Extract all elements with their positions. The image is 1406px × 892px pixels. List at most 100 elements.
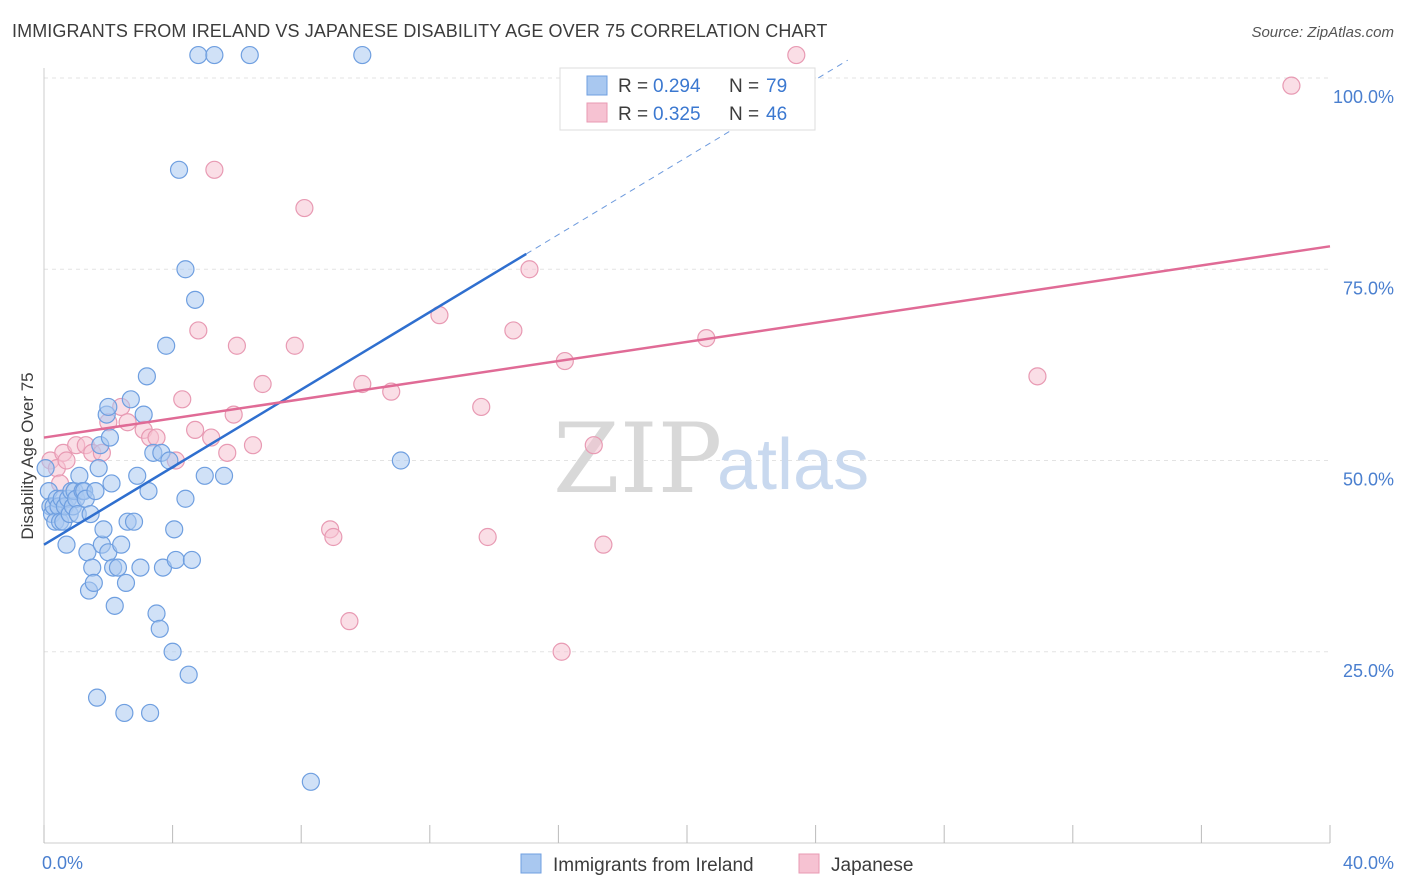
ireland-point-70 (205, 45, 224, 65)
chart-source: Source: ZipAtlas.com (1251, 24, 1394, 41)
ireland-point-30 (87, 688, 107, 707)
watermark-atlas: atlas (717, 425, 869, 505)
y-tick-label-100: 100.0% (1333, 87, 1394, 107)
ireland-point-53 (140, 703, 160, 723)
japanese-point-26 (285, 336, 304, 355)
ireland-point-31 (89, 459, 108, 478)
ireland-point-71 (214, 466, 234, 485)
legend-r-label-ireland: R = (618, 76, 648, 97)
x-tick-label-min: 0.0% (42, 853, 83, 873)
grid-lines (44, 77, 1330, 653)
japanese-point-36 (504, 321, 523, 340)
ireland-point-73 (301, 772, 320, 791)
ireland-point-62 (166, 550, 185, 570)
ireland-trend-line (43, 252, 527, 546)
y-tick-label-25: 25.0% (1343, 661, 1394, 681)
japanese-point-4 (57, 451, 76, 470)
y-tick-label-50: 50.0% (1343, 470, 1394, 490)
japanese-point-45 (1282, 76, 1301, 95)
x-tick-label-max: 40.0% (1343, 853, 1394, 873)
legend-r-value-ireland: 0.294 (653, 76, 701, 97)
ireland-point-59 (157, 336, 176, 355)
legend-r-label-japanese: R = (618, 104, 648, 125)
ireland-point-76 (176, 260, 195, 279)
ireland-point-41 (108, 558, 128, 577)
ireland-point-27 (83, 558, 102, 577)
bottom-legend-swatch-japanese (798, 853, 820, 874)
ireland-point-78 (99, 397, 118, 417)
japanese-point-18 (189, 321, 208, 340)
ireland-point-42 (112, 535, 131, 554)
japanese-point-24 (243, 436, 263, 455)
legend-swatch-japanese (586, 102, 608, 123)
ireland-points (36, 45, 410, 791)
legend-n-label-ireland: N = (729, 76, 759, 97)
ireland-point-61 (165, 520, 184, 539)
japanese-point-41 (594, 535, 613, 554)
y-axis-title: Disability Age Over 75 (18, 372, 37, 539)
ireland-point-56 (150, 619, 169, 638)
japanese-point-29 (324, 527, 343, 547)
bottom-legend: Immigrants from Ireland Japanese (520, 853, 913, 876)
bottom-legend-label-ireland: Immigrants from Ireland (553, 855, 754, 876)
japanese-point-16 (173, 390, 192, 409)
ireland-point-64 (176, 489, 195, 508)
ireland-point-48 (128, 466, 147, 485)
ireland-point-69 (195, 466, 214, 485)
ireland-point-60 (163, 642, 182, 661)
ireland-point-63 (169, 160, 189, 179)
japanese-trend-line (43, 245, 1331, 439)
ireland-point-74 (353, 45, 372, 65)
ireland-point-34 (94, 520, 113, 539)
ireland-point-55 (147, 604, 166, 623)
ireland-point-67 (186, 290, 205, 309)
japanese-point-17 (186, 420, 205, 439)
japanese-point-21 (218, 443, 237, 462)
ireland-point-28 (84, 573, 103, 593)
ireland-point-65 (179, 665, 198, 684)
ireland-point-29 (86, 482, 105, 501)
ireland-point-75 (391, 451, 410, 470)
japanese-point-43 (787, 45, 806, 65)
japanese-point-25 (253, 374, 272, 394)
legend-n-value-ireland: 79 (766, 76, 787, 97)
y-tick-labels: 25.0% 50.0% 75.0% 100.0% (1333, 87, 1394, 681)
japanese-point-20 (205, 160, 224, 179)
japanese-point-31 (353, 374, 372, 394)
japanese-point-38 (552, 642, 571, 661)
japanese-point-30 (340, 612, 359, 631)
ireland-point-66 (182, 550, 201, 570)
japanese-point-37 (520, 260, 539, 279)
bottom-legend-swatch-ireland (520, 853, 542, 874)
top-legend: R = 0.294 N = 79 R = 0.325 N = 46 (559, 67, 816, 131)
ireland-point-49 (131, 558, 150, 577)
ireland-point-20 (70, 466, 89, 485)
ireland-point-43 (115, 703, 134, 723)
legend-n-label-japanese: N = (729, 104, 759, 125)
legend-swatch-ireland (586, 75, 608, 96)
ireland-point-37 (100, 428, 120, 447)
japanese-point-11 (118, 413, 137, 432)
japanese-point-14 (147, 428, 166, 447)
ireland-point-38 (102, 474, 121, 493)
japanese-point-27 (295, 198, 314, 218)
bottom-legend-label-japanese: Japanese (831, 855, 913, 876)
chart-title: IMMIGRANTS FROM IRELAND VS JAPANESE DISA… (12, 21, 828, 41)
watermark: ZIP atlas (553, 403, 869, 515)
ireland-point-47 (124, 512, 144, 531)
x-ticks (43, 825, 1331, 843)
legend-r-value-japanese: 0.325 (653, 104, 701, 125)
ireland-point-72 (240, 45, 259, 65)
legend-n-value-japanese: 46 (766, 104, 787, 125)
ireland-point-68 (189, 45, 208, 65)
ireland-point-50 (134, 405, 153, 424)
watermark-zip: ZIP (553, 403, 722, 515)
japanese-points (41, 45, 1301, 661)
ireland-point-44 (116, 573, 136, 593)
japanese-point-23 (227, 336, 246, 355)
ireland-point-40 (105, 596, 124, 615)
ireland-point-12 (57, 535, 76, 554)
japanese-point-35 (478, 527, 497, 547)
japanese-point-44 (1028, 367, 1047, 386)
